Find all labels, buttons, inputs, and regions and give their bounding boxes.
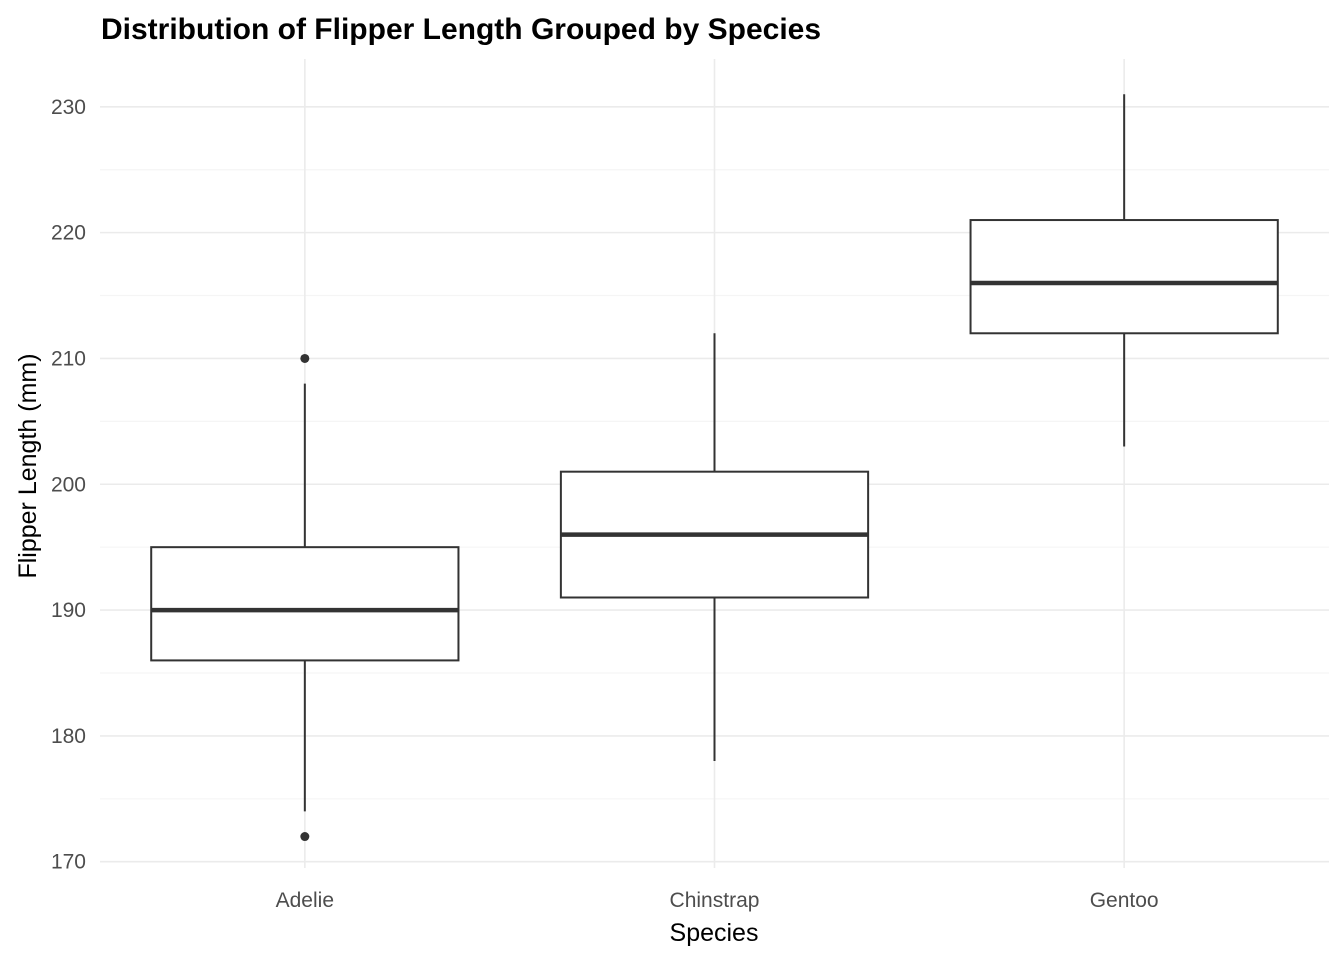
iqr-box [969,219,1279,335]
y-tick-label: 230 [51,96,86,119]
x-tick-label: Gentoo [1090,889,1159,912]
outlier-point [300,353,310,363]
box-gentoo [969,94,1279,447]
x-axis-title: Species [670,919,759,947]
box-adelie [150,353,460,842]
x-tick-label: Chinstrap [670,889,760,912]
y-tick-label: 190 [51,599,86,622]
outlier-point [300,832,310,842]
y-tick-label: 220 [51,222,86,245]
y-tick-label: 200 [51,473,86,496]
x-tick-label: Adelie [276,889,334,912]
y-tick-label: 210 [51,347,86,370]
y-axis-title: Flipper Length (mm) [14,353,42,578]
box-chinstrap [559,333,870,762]
chart-title: Distribution of Flipper Length Grouped b… [101,13,821,46]
x-axis-ticks: Adelie Chinstrap Gentoo [276,889,1159,912]
iqr-box [150,546,460,662]
box-series [150,94,1279,842]
y-tick-label: 180 [51,725,86,748]
y-axis-ticks: 170 180 190 200 210 220 230 [51,96,86,874]
y-tick-label: 170 [51,851,86,874]
